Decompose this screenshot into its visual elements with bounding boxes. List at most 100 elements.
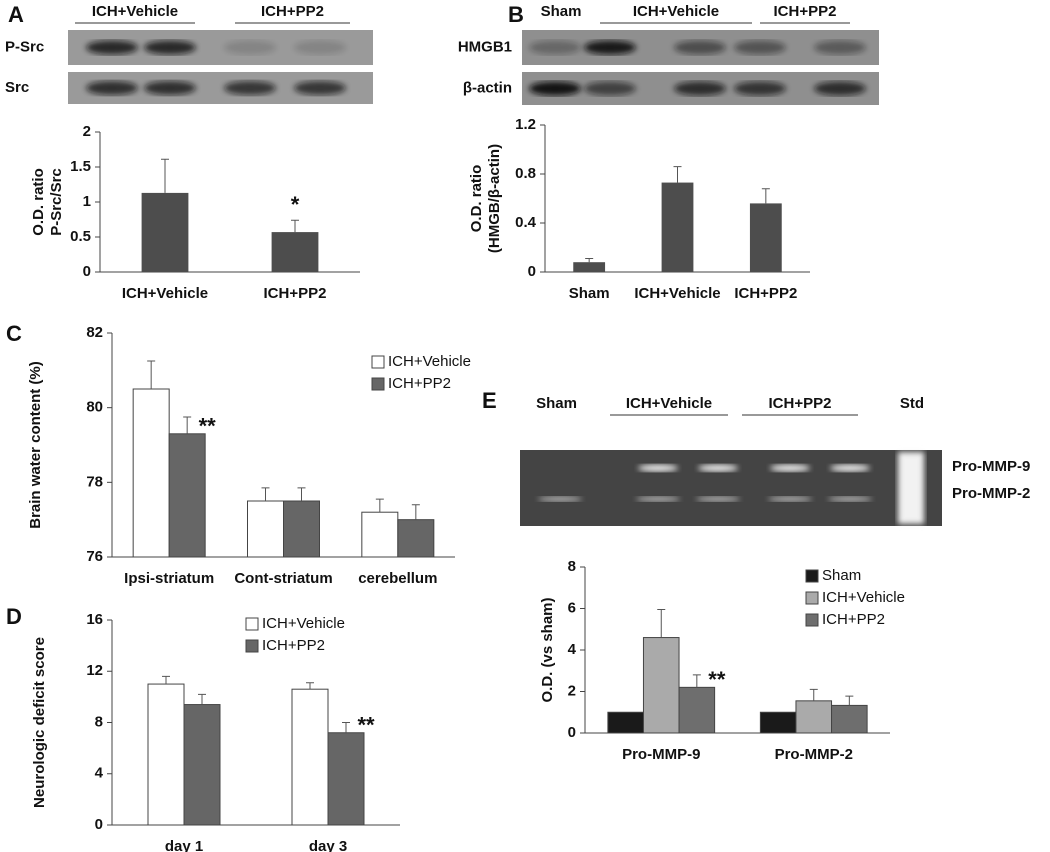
panel-letter: E <box>482 388 497 413</box>
bar <box>795 700 833 734</box>
y-tick-label: 82 <box>86 324 103 341</box>
band <box>638 464 678 472</box>
y-tick-label: 0 <box>568 724 576 741</box>
panel-letter: D <box>6 604 22 629</box>
legend-label: ICH+Vehicle <box>822 589 905 606</box>
legend-label: ICH+PP2 <box>262 637 325 654</box>
x-tick-label: Cont-striatum <box>234 570 332 587</box>
y-tick-label: 80 <box>86 399 103 416</box>
legend-label: ICH+Vehicle <box>388 353 471 370</box>
bar <box>327 732 365 826</box>
x-tick-label: Pro-MMP-9 <box>622 746 700 763</box>
y-tick-label: 2 <box>83 123 91 140</box>
band <box>584 81 636 96</box>
error-bar <box>198 693 206 705</box>
y-axis-label: Brain water content (%) <box>27 361 44 529</box>
band <box>144 40 196 55</box>
y-tick-label: 16 <box>86 611 103 628</box>
y-axis-label: (HMGB/β-actin) <box>486 144 503 253</box>
error-bar <box>375 498 384 513</box>
x-tick-label: ICH+Vehicle <box>122 285 208 302</box>
bar <box>183 704 221 826</box>
band <box>294 81 346 95</box>
band <box>529 40 581 55</box>
lane-label: ICH+Vehicle <box>626 395 712 412</box>
band <box>636 496 680 502</box>
bar <box>168 433 206 558</box>
x-tick-label: ICH+PP2 <box>264 285 327 302</box>
error-bar <box>809 688 818 701</box>
y-tick-label: 8 <box>95 713 103 730</box>
y-tick-label: 4 <box>95 765 104 782</box>
legend-label: ICH+PP2 <box>822 611 885 628</box>
y-tick-label: 0.4 <box>515 214 537 231</box>
y-tick-label: 2 <box>568 682 576 699</box>
x-tick-label: cerebellum <box>358 570 437 587</box>
bar <box>749 203 782 272</box>
y-tick-label: 78 <box>86 473 103 490</box>
band <box>529 81 581 96</box>
error-bar <box>761 188 770 204</box>
y-axis-label: O.D. (vs sham) <box>539 597 556 702</box>
y-tick-label: 0 <box>95 816 103 833</box>
bar <box>141 192 189 272</box>
band <box>584 40 636 55</box>
y-tick-label: 0 <box>528 263 536 280</box>
band <box>768 496 812 502</box>
blot-label: β-actin <box>463 79 512 96</box>
error-bar <box>657 609 666 638</box>
y-axis-label: Neurologic deficit score <box>31 637 48 808</box>
x-tick-label: day 3 <box>309 838 347 852</box>
x-tick-label: Pro-MMP-2 <box>775 746 853 763</box>
error-bar <box>162 675 170 685</box>
bar <box>642 637 680 734</box>
error-bar <box>161 158 169 193</box>
y-axis-label: O.D. ratio <box>468 165 485 233</box>
band <box>674 81 726 96</box>
legend-label: ICH+PP2 <box>388 375 451 392</box>
x-tick-label: ICH+PP2 <box>734 285 797 302</box>
lane-label: ICH+PP2 <box>261 3 324 20</box>
band <box>830 464 870 472</box>
y-axis-label: P-Src/Src <box>48 168 65 236</box>
bar <box>291 688 329 826</box>
x-tick-label: day 1 <box>165 838 203 852</box>
significance: ** <box>357 713 375 738</box>
error-bar <box>291 219 299 233</box>
y-tick-label: 8 <box>568 558 576 575</box>
panel-letter: A <box>8 2 24 27</box>
y-tick-label: 1.2 <box>515 116 536 133</box>
band <box>224 40 276 55</box>
error-bar <box>342 722 350 733</box>
y-tick-label: 6 <box>568 599 576 616</box>
x-tick-label: ICH+Vehicle <box>634 285 720 302</box>
significance: ** <box>708 667 726 692</box>
error-bar <box>147 360 156 389</box>
x-tick-label: Ipsi-striatum <box>124 570 214 587</box>
panel-letter: B <box>508 2 524 27</box>
legend-swatch <box>805 569 819 583</box>
significance: * <box>291 192 300 217</box>
bar <box>607 711 644 734</box>
band <box>224 81 276 95</box>
error-bar <box>261 487 270 501</box>
bar <box>573 262 606 272</box>
y-tick-label: 0.5 <box>70 228 91 245</box>
lane-label: ICH+Vehicle <box>633 3 719 20</box>
legend-swatch <box>245 617 259 631</box>
error-bar <box>411 504 420 520</box>
panel-letter: C <box>6 321 22 346</box>
x-tick-label: Sham <box>569 285 610 302</box>
legend-swatch <box>371 377 385 391</box>
band <box>144 81 196 95</box>
band <box>828 496 872 502</box>
band <box>674 40 726 55</box>
band <box>770 464 810 472</box>
gel <box>520 450 942 526</box>
bar <box>397 519 435 558</box>
bar <box>831 704 868 734</box>
band <box>814 40 866 55</box>
band-label: Pro-MMP-2 <box>952 485 1030 502</box>
blot-label: HMGB1 <box>458 38 512 55</box>
